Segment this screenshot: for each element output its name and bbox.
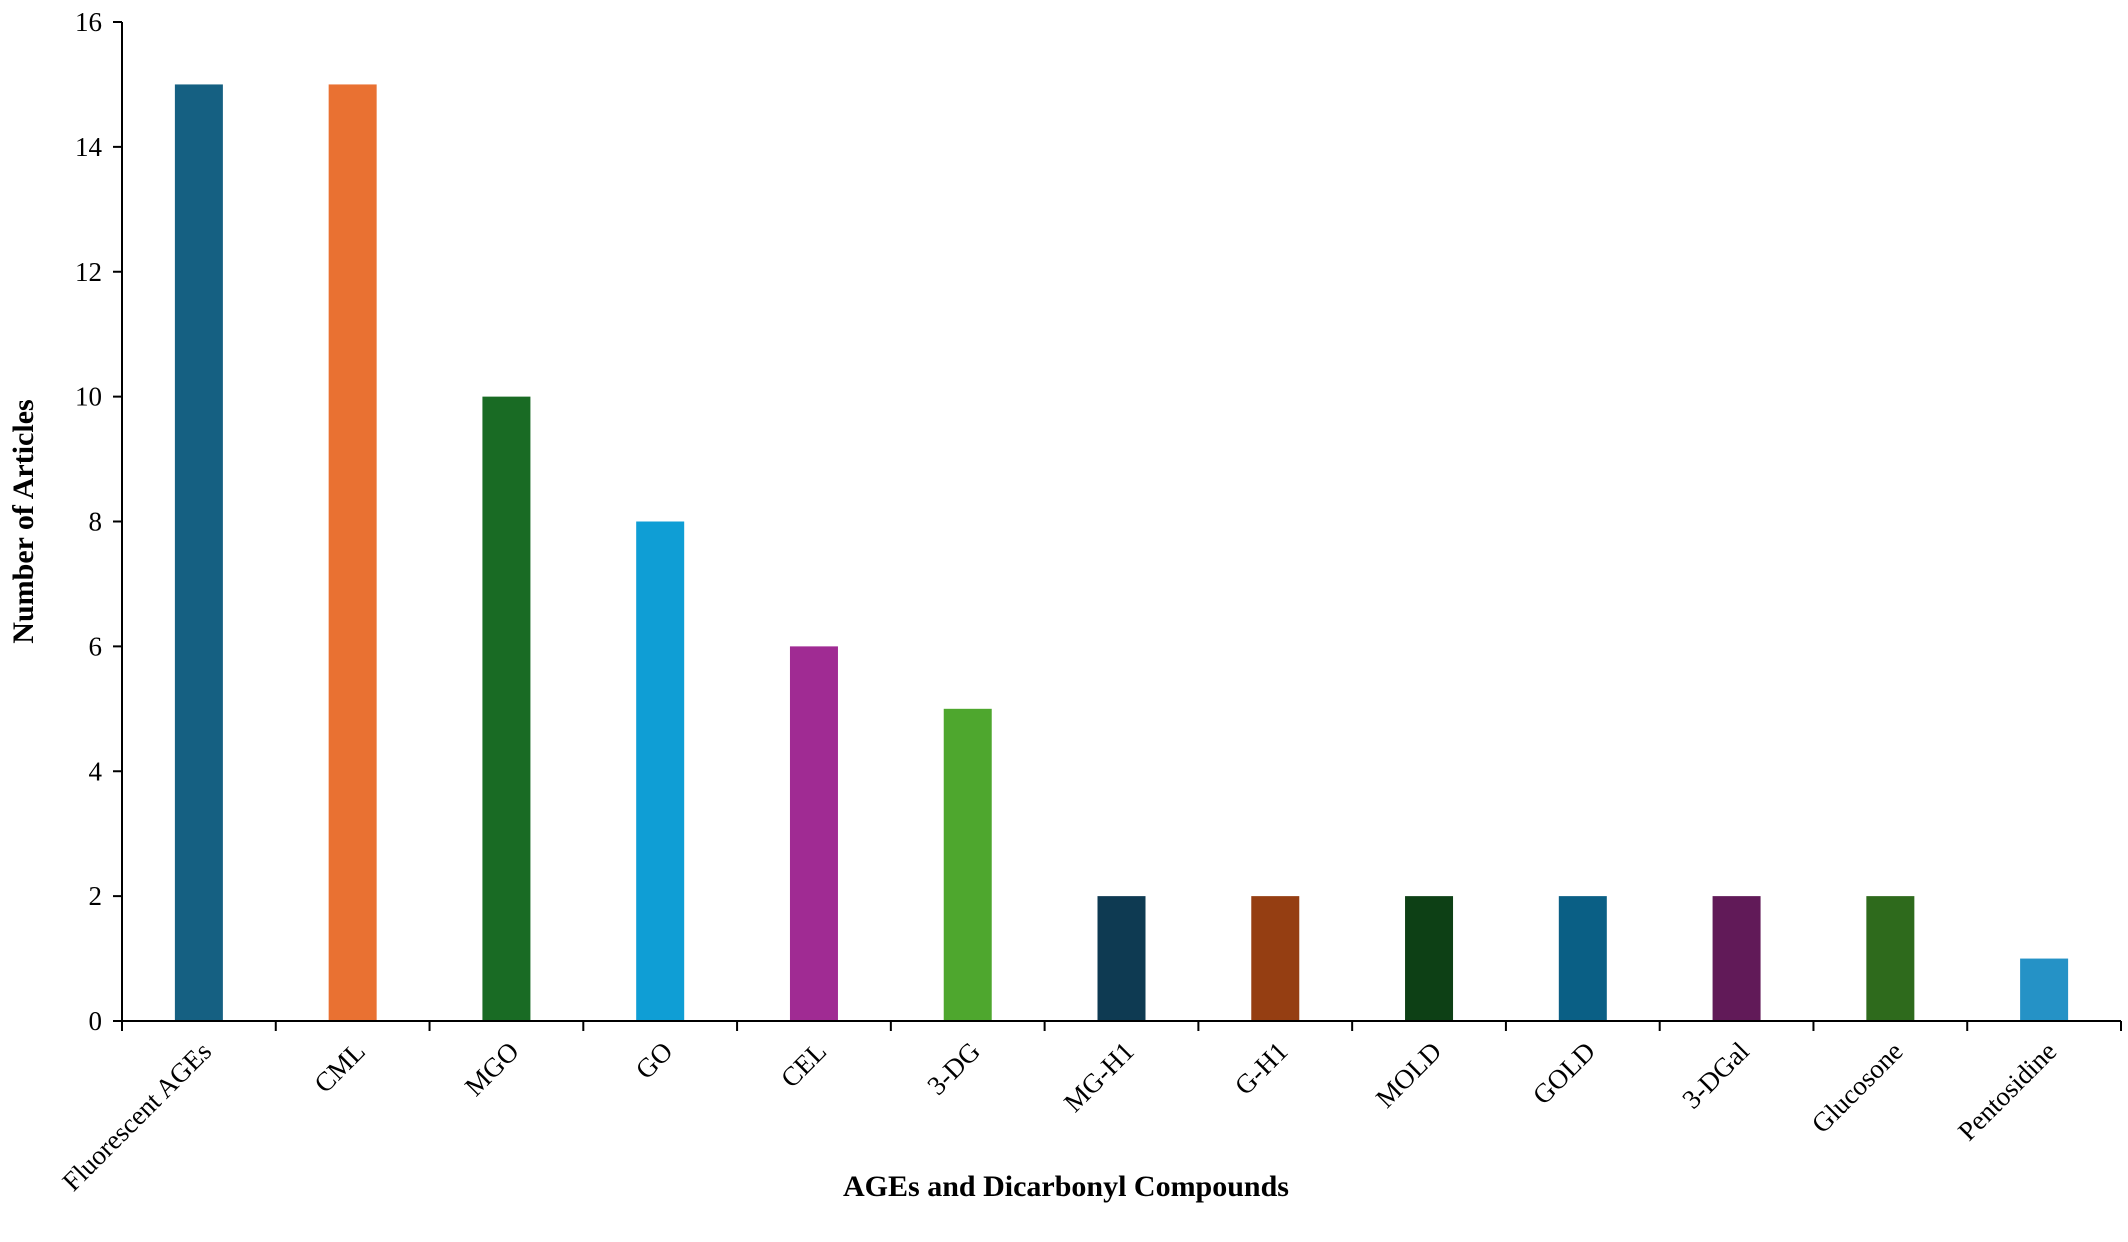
y-tick-label: 4 — [89, 756, 103, 786]
y-tick-label: 10 — [75, 382, 102, 412]
y-ticks-group: 0 2 4 6 8 10 12 14 16 — [75, 7, 122, 1036]
bar-pentosidine — [2020, 958, 2069, 1021]
bar-mold — [1405, 896, 1454, 1021]
bars-group — [174, 84, 2069, 1021]
bar-go — [636, 521, 685, 1021]
x-tick-label: G-H1 — [1229, 1036, 1294, 1101]
x-tick-label: CML — [308, 1036, 371, 1099]
bar-cel — [789, 646, 838, 1021]
x-tick-label: 3-DGal — [1676, 1036, 1754, 1114]
bar-3-dgal — [1712, 896, 1761, 1021]
x-tick-label: Fluorescent AGEs — [56, 1036, 217, 1197]
x-tick-label: GOLD — [1527, 1036, 1601, 1110]
x-tick-label: MG-H1 — [1058, 1036, 1140, 1118]
y-tick-label: 6 — [89, 631, 103, 661]
bar-fluorescent-ages — [174, 84, 223, 1021]
x-tick-label: Glucosone — [1806, 1036, 1909, 1139]
y-axis-title: Number of Articles — [7, 399, 40, 643]
bar-3-dg — [943, 708, 992, 1021]
x-axis-title: AGEs and Dicarbonyl Compounds — [843, 1170, 1289, 1203]
x-tick-label: CEL — [775, 1036, 832, 1093]
y-tick-label: 16 — [75, 7, 102, 37]
y-tick-label: 14 — [75, 132, 103, 162]
x-tick-label: GO — [630, 1036, 679, 1085]
y-tick-label: 2 — [89, 881, 103, 911]
x-tick-label: MOLD — [1370, 1036, 1447, 1113]
y-tick-label: 8 — [89, 507, 103, 537]
x-tick-label: MGO — [459, 1036, 525, 1102]
bar-cml — [328, 84, 377, 1021]
bar-mgo — [482, 396, 531, 1021]
x-tick-label: Pentosidine — [1952, 1036, 2062, 1146]
bar-g-h1 — [1251, 896, 1300, 1021]
bar-gold — [1558, 896, 1607, 1021]
bar-glucosone — [1866, 896, 1915, 1021]
bar-mg-h1 — [1097, 896, 1146, 1021]
y-tick-label: 12 — [75, 257, 102, 287]
y-tick-label: 0 — [89, 1006, 103, 1036]
x-tick-label: 3-DG — [921, 1036, 986, 1101]
